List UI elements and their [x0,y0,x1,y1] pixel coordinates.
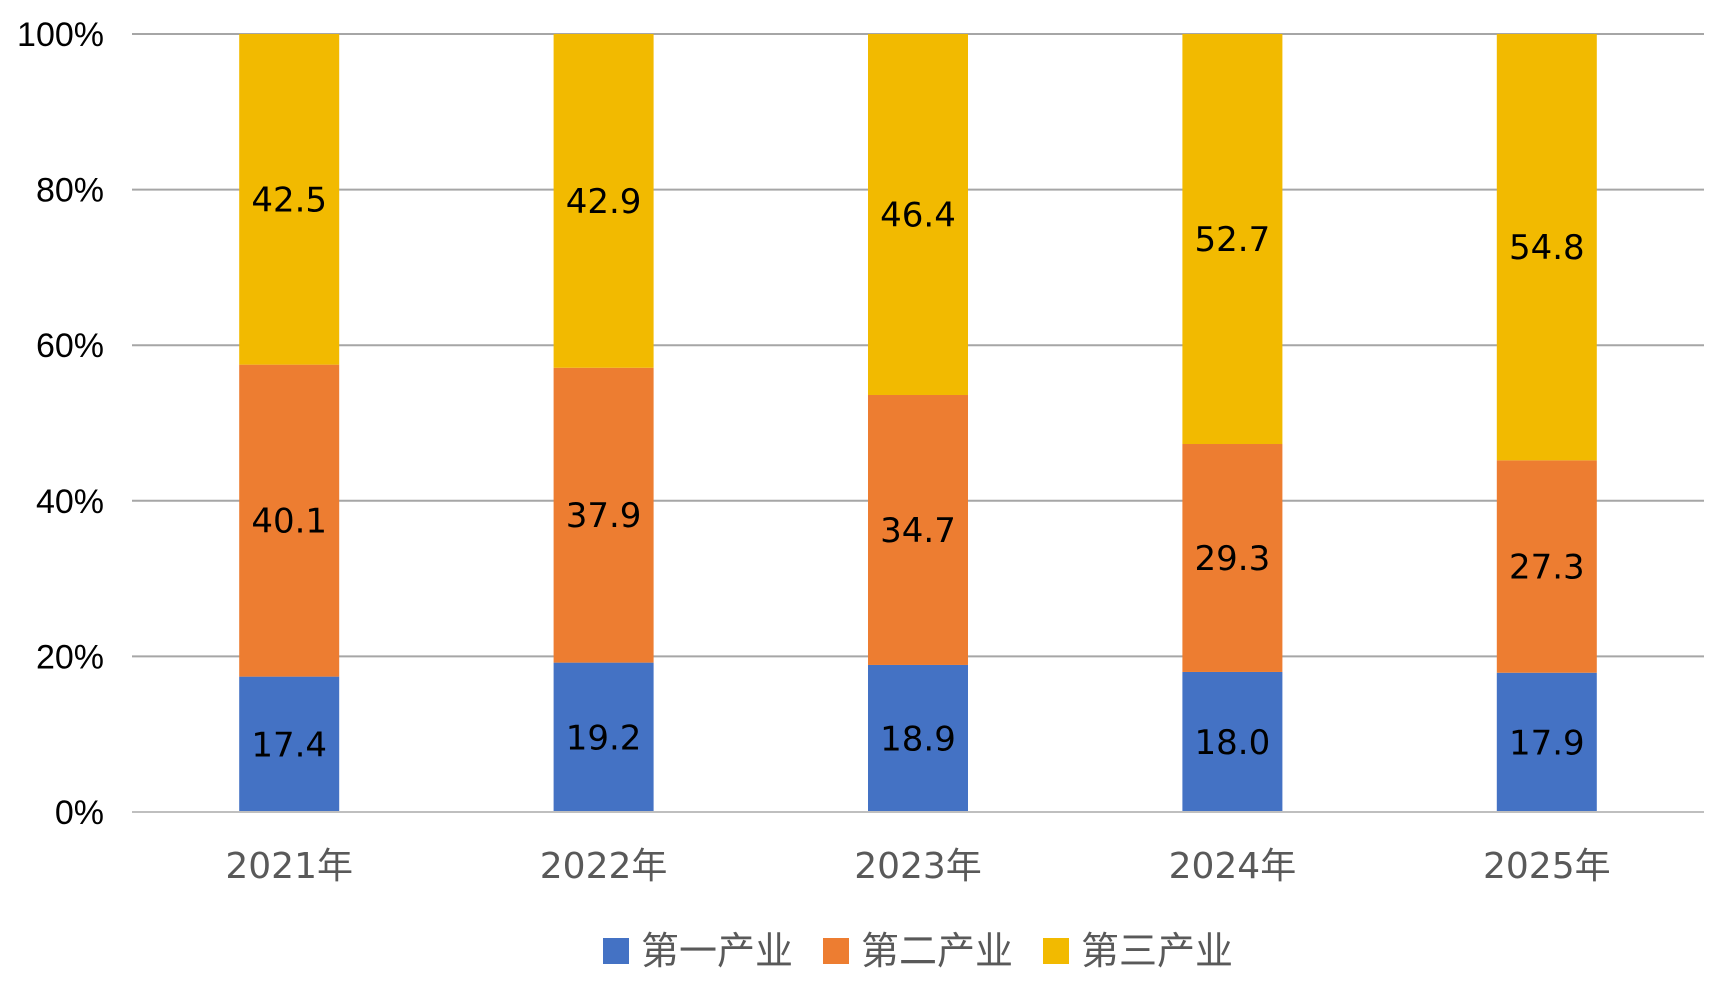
y-tick-label: 0% [55,794,104,832]
x-tick-label: 2022年 [540,846,668,887]
x-tick-label: 2024年 [1169,846,1297,887]
bar-segment [239,676,340,812]
bar-segment [868,664,968,812]
legend-swatch [823,938,849,964]
legend-item: 第一产业 [603,929,793,973]
data-label: 40.1 [251,502,327,542]
bar-segment [553,367,654,663]
data-label: 34.7 [880,511,956,551]
legend-label: 第三产业 [1081,929,1233,973]
data-label: 18.9 [880,719,956,759]
data-label: 37.9 [566,496,642,536]
legend: 第一产业 第二产业 第三产业 [603,929,1233,973]
x-tick-label: 2025年 [1483,846,1611,887]
x-axis: 2021年 2022年 2023年 2024年 2025年 [225,846,1610,887]
bar-segment [868,394,968,665]
data-label: 52.7 [1195,220,1271,260]
data-label: 17.4 [251,725,327,765]
bar-segment [1182,444,1283,672]
bar-segment [1496,672,1597,812]
bar-segment [553,34,654,368]
y-tick-label: 100% [17,16,104,54]
data-label: 54.8 [1509,228,1585,268]
legend-label: 第二产业 [861,929,1013,973]
y-tick-label: 60% [36,327,104,365]
bar-segment [1496,34,1597,461]
y-tick-label: 20% [36,638,104,676]
data-labels: 17.4 40.1 42.5 19.2 37.9 42.9 18.9 34.7 46.4 18.0… [251,180,1584,765]
data-label: 19.2 [566,718,642,758]
legend-swatch [603,938,629,964]
y-tick-label: 80% [36,172,104,210]
data-label: 46.4 [880,195,956,235]
data-label: 27.3 [1509,548,1585,588]
y-axis: 0% 20% 40% 60% 80% 100% [17,16,104,832]
legend-label: 第一产业 [641,929,793,973]
data-label: 18.0 [1195,723,1271,763]
x-tick-label: 2021年 [225,846,353,887]
x-tick-label: 2023年 [854,846,982,887]
legend-item: 第二产业 [823,929,1013,973]
bars [239,34,1597,812]
bar-segment [239,34,340,365]
data-label: 42.5 [251,180,327,220]
bar-segment [239,364,340,677]
bar-segment [868,34,968,395]
legend-item: 第三产业 [1043,929,1233,973]
legend-swatch [1043,938,1069,964]
y-tick-label: 40% [36,483,104,521]
bar-segment [1182,671,1283,812]
bar-segment [553,662,654,812]
bar-segment [1182,34,1283,445]
bar-segment [1496,460,1597,673]
data-label: 42.9 [566,182,642,222]
data-label: 17.9 [1509,723,1585,763]
data-label: 29.3 [1195,539,1271,579]
